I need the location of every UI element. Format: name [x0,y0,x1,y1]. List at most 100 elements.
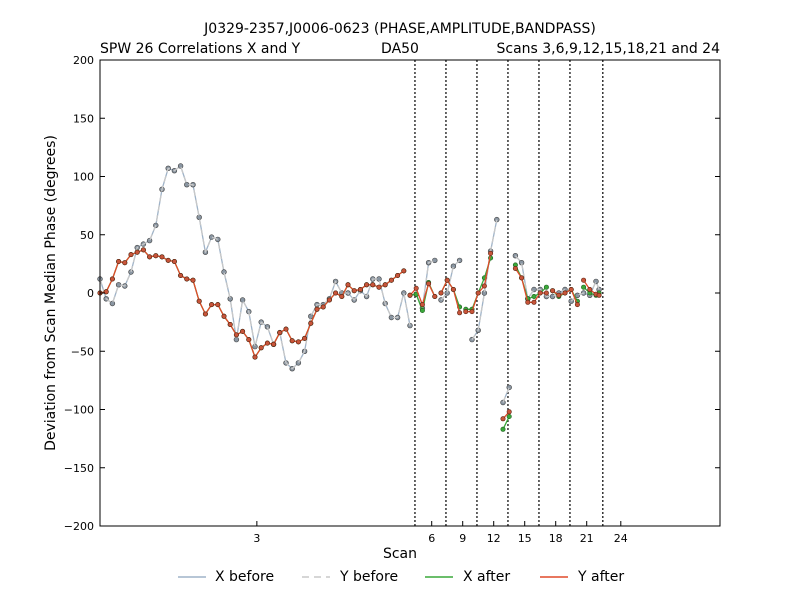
series-line-y-after [440,279,461,313]
data-point-y-after [351,288,357,294]
data-point-y-after [395,272,401,278]
data-point-y-after [103,289,109,295]
x-tick-label: 21 [580,532,594,545]
data-point-y-after [178,272,184,278]
data-point-y-after [556,292,562,298]
data-point-x-before [239,297,246,303]
data-point-y-after [202,311,208,317]
data-point-x-after [543,284,549,290]
chart-title: J0329-2357,J0006-0623 (PHASE,AMPLITUDE,B… [203,21,596,37]
data-point-y-after [562,290,568,296]
data-point-y-after [596,292,602,298]
data-point-y-after [525,299,531,305]
data-point-x-before [506,384,512,391]
series-line-y-before [471,219,498,340]
legend-label-y-before: Y before [339,569,398,585]
x-tick-label: 15 [518,532,532,545]
data-point-x-before [109,300,116,307]
data-point-x-before [376,276,382,282]
data-point-y-after [289,338,295,344]
legend: X before Y before X after Y after [178,569,624,585]
data-point-y-after [500,416,506,422]
data-point-y-after [209,302,215,308]
y-tick-label: 150 [73,112,94,125]
data-point-y-after [171,258,177,264]
data-point-y-after [326,297,332,303]
data-point-y-after [432,293,438,299]
data-point-y-after [339,293,345,299]
data-point-y-after [568,286,574,292]
x-tick-label: 18 [549,532,563,545]
data-point-x-before [215,236,221,243]
plot-area [97,60,604,526]
data-point-y-after [140,247,146,253]
data-point-y-after [295,339,301,345]
series-line-y-before [99,165,411,370]
data-point-y-after [184,276,190,282]
data-point-y-after [537,290,543,296]
x-axis: 3 6 9 12 15 18 21 24 [253,521,628,545]
data-point-y-after [531,299,537,305]
legend-label-x-after: X after [463,569,510,585]
data-point-y-after [134,249,140,255]
data-point-x-before [196,214,202,221]
data-point-y-after [512,265,518,271]
x-tick-label: 3 [253,532,260,545]
data-point-y-after [376,284,382,290]
data-point-x-after [506,413,512,419]
data-point-y-after [308,320,314,326]
data-point-y-after [370,282,376,288]
y-axis: 200 150 100 50 0 −50 −100 −150 −200 [64,54,720,533]
data-point-y-after [264,340,270,346]
data-point-x-before [264,324,271,330]
data-point-y-after [357,286,363,292]
data-point-x-before [177,163,184,169]
x-tick-label: 9 [459,532,466,545]
y-tick-label: −150 [64,462,94,475]
data-point-y-after [165,257,171,263]
data-point-y-after [147,254,153,260]
series-line-y-before [502,387,510,403]
data-point-y-after [233,332,239,338]
chart-subtitle-left: SPW 26 Correlations X and Y [100,41,301,57]
data-point-y-after [345,282,351,288]
data-point-x-before [115,282,122,288]
data-point-y-after [481,283,487,289]
chart-subtitle-center: DA50 [381,41,419,57]
series-y-after [97,247,602,422]
y-tick-label: 200 [73,54,94,67]
data-point-y-after [444,277,450,283]
data-point-y-after [258,345,264,351]
data-point-y-after [401,268,407,274]
y-tick-label: −50 [71,345,94,358]
data-point-y-after [419,302,425,308]
data-point-y-after [457,310,463,316]
x-tick-label: 24 [614,532,628,545]
data-point-y-after [506,409,512,415]
data-point-y-after [314,306,320,312]
y-tick-label: 100 [73,171,94,184]
y-tick-label: 0 [87,287,94,300]
data-point-y-after [364,282,370,288]
data-point-y-after [116,258,122,264]
data-point-y-after [271,341,277,347]
data-point-y-after [252,354,258,360]
data-point-y-after [574,302,580,308]
data-point-y-after [438,290,444,296]
data-point-y-after [475,290,481,296]
data-point-y-after [407,292,413,298]
data-point-x-before [593,278,599,285]
data-point-y-after [550,288,556,294]
data-point-y-after [246,337,252,343]
data-point-x-before [432,257,438,264]
data-point-y-after [215,302,221,308]
data-point-x-after [419,307,425,313]
data-point-y-after [450,286,456,292]
data-point-y-after [426,281,432,287]
data-point-y-after [320,304,326,310]
y-tick-label: 50 [80,229,94,242]
data-point-y-after [196,298,202,304]
data-point-y-after [587,286,593,292]
